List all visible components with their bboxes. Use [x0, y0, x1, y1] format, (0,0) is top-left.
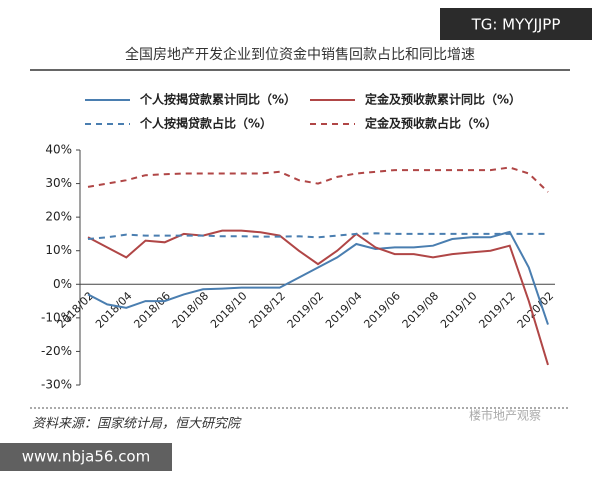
chart-title: 全国房地产开发企业到位资金中销售回款占比和同比增速: [125, 46, 475, 63]
watermark: TG: MYYJJPP: [471, 16, 561, 34]
series-line: [87, 230, 549, 325]
legend-label: 定金及预收款占比（%）: [365, 116, 497, 131]
legend-label: 定金及预收款累计同比（%）: [365, 92, 521, 107]
watermark-box: [440, 8, 592, 40]
y-tick-label: -20%: [41, 344, 72, 358]
series-line: [87, 229, 549, 366]
y-tick-label: 20%: [45, 210, 72, 224]
legend-label: 个人按揭贷款累计同比（%）: [139, 92, 296, 107]
watermark: 楼市地产观察: [469, 408, 541, 423]
source: 资料来源：国家统计局，恒大研究院: [32, 416, 242, 432]
series-line: [87, 166, 549, 193]
y-tick-label: -10%: [41, 310, 72, 324]
y-tick-label: 30%: [45, 176, 72, 190]
legend-label: 个人按揭贷款占比（%）: [139, 116, 272, 131]
y-tick-label: 10%: [45, 243, 72, 257]
watermark: www.nbja56.com: [22, 448, 150, 466]
y-tick-label: 40%: [45, 143, 72, 157]
watermark-box: [0, 443, 172, 471]
y-tick-label: 0%: [53, 277, 72, 291]
y-tick-label: -30%: [41, 378, 72, 392]
